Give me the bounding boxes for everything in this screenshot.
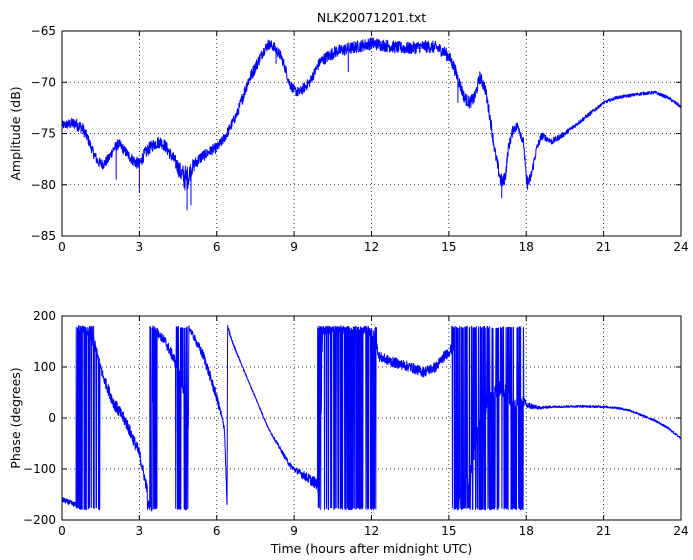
amplitude-trace: [61, 37, 682, 191]
amplitude-xtick-label: 18: [519, 240, 534, 254]
phase-trace: [61, 324, 682, 512]
phase-xtick-label: 6: [213, 524, 221, 538]
amplitude-xtick-label: 0: [58, 240, 66, 254]
phase-ylabel: Phase (degrees): [8, 367, 23, 468]
amplitude-xtick-label: 3: [136, 240, 144, 254]
phase-ytick-label: −200: [23, 513, 56, 527]
amplitude-ytick-label: −75: [31, 127, 56, 141]
phase-ytick-label: 100: [33, 360, 56, 374]
phase-xtick-label: 18: [519, 524, 534, 538]
amplitude-title: NLK20071201.txt: [317, 10, 426, 25]
amplitude-ytick-label: −80: [31, 178, 56, 192]
amplitude-xtick-label: 15: [441, 240, 456, 254]
phase-xlabel: Time (hours after midnight UTC): [270, 541, 472, 556]
phase-xtick-label: 9: [290, 524, 298, 538]
phase-xtick-label: 21: [596, 524, 611, 538]
amplitude-xtick-label: 24: [673, 240, 688, 254]
phase-ytick-label: 200: [33, 309, 56, 323]
phase-ytick-label: 0: [48, 411, 56, 425]
amplitude-xtick-label: 9: [290, 240, 298, 254]
phase-xtick-label: 0: [58, 524, 66, 538]
phase-xtick-label: 3: [136, 524, 144, 538]
phase-panel: 0 3 6 9 12 15 18 21 24 −200 −100 0 100 200 Time (hours…: [8, 309, 689, 556]
phase-ytick-label: −100: [23, 462, 56, 476]
phase-xtick-label: 15: [441, 524, 456, 538]
amplitude-ylabel: Amplitude (dB): [8, 86, 23, 180]
amplitude-ytick-label: −65: [31, 24, 56, 38]
amplitude-xtick-label: 21: [596, 240, 611, 254]
amplitude-ytick-label: −85: [31, 229, 56, 243]
phase-xtick-label: 12: [364, 524, 379, 538]
amplitude-xtick-label: 12: [364, 240, 379, 254]
phase-xtick-label: 24: [673, 524, 688, 538]
amplitude-panel: 0 3 6 9 12 15 18 21 24 −85 −80 −75 −70 −65 NLK20071201…: [8, 10, 689, 254]
amplitude-ytick-label: −70: [31, 75, 56, 89]
amplitude-xtick-label: 6: [213, 240, 221, 254]
